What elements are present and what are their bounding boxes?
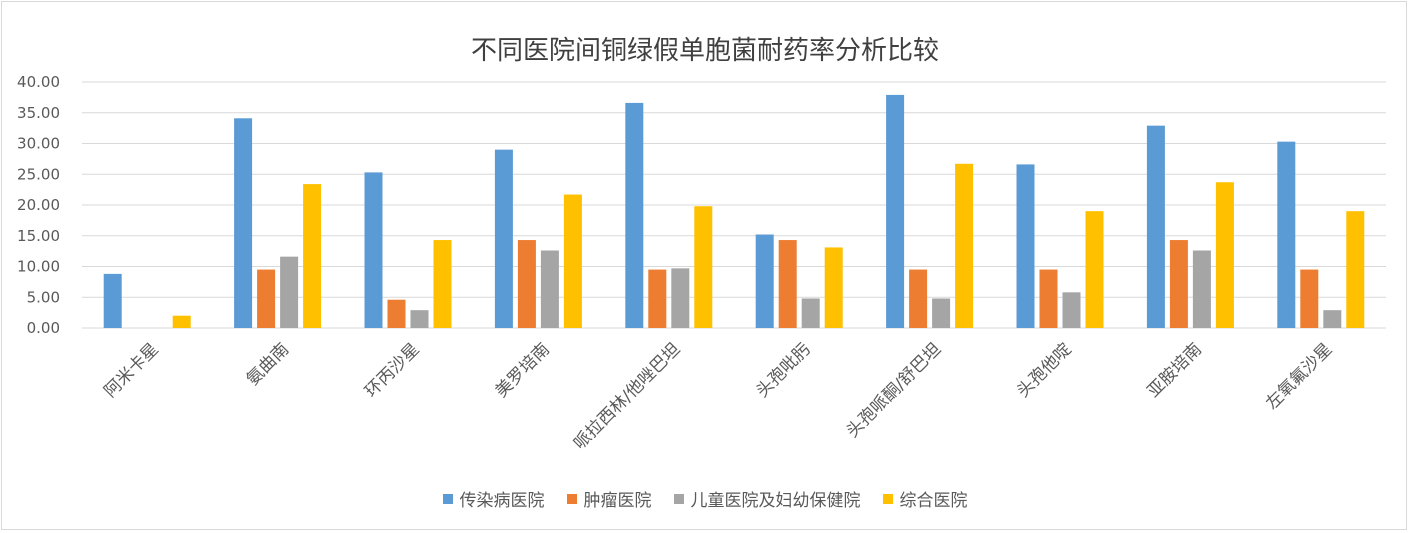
y-tick-label: 20.00 (17, 196, 60, 214)
x-category-label: 美罗培南 (492, 339, 554, 401)
bar (801, 298, 820, 328)
bar (648, 269, 667, 328)
legend-label: 儿童医院及妇幼保健院 (690, 491, 861, 511)
legend-label: 综合医院 (899, 491, 968, 511)
bar (494, 149, 513, 328)
bar (172, 315, 191, 328)
x-category-label: 环丙沙星 (361, 339, 423, 401)
y-axis-ticks: 0.00 5.00 10.00 15.00 20.00 25.00 30.00 35.00 40… (17, 73, 60, 337)
legend-item: 综合医院 (882, 486, 968, 511)
y-tick-label: 5.00 (27, 288, 60, 306)
y-tick-label: 15.00 (17, 227, 60, 245)
bar (1192, 250, 1211, 328)
bar (909, 269, 928, 328)
y-tick-label: 0.00 (27, 319, 60, 337)
y-tick-label: 10.00 (17, 258, 60, 276)
x-axis-labels: 阿米卡星 氨曲南 环丙沙星 美罗培南 哌拉西林/他唑巴坦 头孢吡肟 头孢哌酮/舒巴坦 头孢他啶… (101, 339, 1337, 453)
gridlines (82, 81, 1386, 329)
x-category-label: 头孢哌酮/舒巴坦 (843, 339, 945, 441)
x-category-label: 头孢吡肟 (753, 339, 815, 401)
bar (1146, 125, 1165, 328)
legend-item: 传染病医院 (442, 486, 545, 511)
bar (824, 247, 843, 328)
bar (234, 118, 253, 328)
bar (410, 310, 429, 328)
bar (563, 194, 582, 328)
bar (540, 250, 559, 328)
bar (1323, 310, 1342, 328)
x-category-label: 氨曲南 (243, 339, 293, 389)
y-tick-label: 40.00 (17, 73, 60, 91)
bar (103, 273, 122, 328)
legend-label: 肿瘤医院 (583, 491, 652, 511)
bar (387, 299, 406, 328)
legend-item: 儿童医院及妇幼保健院 (673, 486, 861, 511)
bar (1215, 182, 1234, 328)
bars (103, 94, 1365, 328)
y-tick-label: 35.00 (17, 104, 60, 122)
legend-swatch (673, 493, 684, 504)
legend-swatch (566, 493, 577, 504)
chart-title: 不同医院间铜绿假单胞菌耐药率分析比较 (470, 36, 939, 66)
bar (303, 184, 322, 328)
bar (1300, 269, 1319, 328)
legend-label: 传染病医院 (459, 491, 545, 511)
x-category-label: 头孢他啶 (1013, 339, 1075, 401)
bar (955, 163, 974, 328)
legend-swatch (882, 493, 893, 504)
bar (1039, 269, 1058, 328)
bar (1346, 211, 1365, 328)
bar (1062, 292, 1081, 328)
chart-legend: 传染病医院 肿瘤医院 儿童医院及妇幼保健院 综合医院 (0, 486, 1410, 511)
bar (625, 102, 644, 328)
bar (671, 268, 690, 328)
bar (364, 172, 383, 328)
y-tick-label: 25.00 (17, 165, 60, 183)
bar (755, 234, 774, 328)
bar (932, 298, 951, 328)
bar (694, 206, 713, 328)
bar (433, 240, 452, 328)
legend-swatch (442, 493, 453, 504)
bar (517, 240, 536, 328)
y-tick-label: 30.00 (17, 135, 60, 153)
bar (1016, 164, 1035, 328)
bar (257, 269, 276, 328)
bar (886, 94, 905, 328)
x-category-label: 亚胺培南 (1144, 339, 1206, 401)
x-category-label: 左氧氟沙星 (1262, 339, 1336, 413)
x-category-label: 哌拉西林/他唑巴坦 (570, 339, 684, 453)
bar (1085, 211, 1104, 328)
bar (1169, 240, 1188, 328)
bar (280, 256, 299, 328)
x-category-label: 阿米卡星 (101, 339, 163, 401)
bar (778, 240, 797, 328)
legend-item: 肿瘤医院 (566, 486, 652, 511)
bar (1277, 141, 1296, 328)
